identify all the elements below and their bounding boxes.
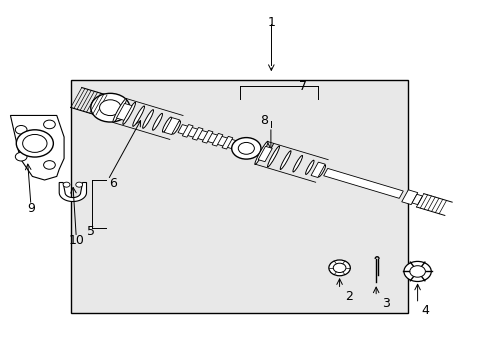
Ellipse shape <box>305 160 313 175</box>
Circle shape <box>231 138 261 159</box>
Circle shape <box>16 130 53 157</box>
Polygon shape <box>222 136 232 149</box>
Circle shape <box>332 263 345 273</box>
Polygon shape <box>401 190 417 204</box>
Ellipse shape <box>162 117 171 132</box>
Circle shape <box>409 266 425 277</box>
Polygon shape <box>59 183 86 202</box>
Polygon shape <box>323 168 403 198</box>
Circle shape <box>63 182 70 187</box>
Polygon shape <box>164 118 179 135</box>
Ellipse shape <box>318 165 325 177</box>
Circle shape <box>238 143 254 154</box>
Polygon shape <box>178 125 237 149</box>
Ellipse shape <box>132 106 144 126</box>
Text: 6: 6 <box>109 177 117 190</box>
Circle shape <box>91 93 129 122</box>
Ellipse shape <box>142 110 153 128</box>
Ellipse shape <box>254 141 267 165</box>
Circle shape <box>15 152 27 161</box>
Ellipse shape <box>152 113 162 130</box>
Polygon shape <box>258 146 272 162</box>
Circle shape <box>100 100 121 116</box>
Circle shape <box>43 161 55 169</box>
Text: 4: 4 <box>420 305 428 318</box>
Text: 3: 3 <box>381 297 389 310</box>
Polygon shape <box>10 116 64 180</box>
Text: 2: 2 <box>345 290 352 303</box>
Text: 8: 8 <box>260 114 267 127</box>
Text: 5: 5 <box>87 225 95 238</box>
Ellipse shape <box>280 151 290 170</box>
Text: 1: 1 <box>267 16 275 29</box>
Circle shape <box>43 120 55 129</box>
Circle shape <box>403 261 430 282</box>
Bar <box>71 80 407 313</box>
Circle shape <box>15 126 27 134</box>
Polygon shape <box>310 162 325 177</box>
Ellipse shape <box>267 146 279 167</box>
Polygon shape <box>212 134 223 146</box>
Polygon shape <box>411 194 422 204</box>
Circle shape <box>76 182 82 187</box>
Text: 7: 7 <box>298 80 306 93</box>
Circle shape <box>22 134 47 152</box>
Ellipse shape <box>122 102 135 125</box>
Ellipse shape <box>172 121 180 134</box>
Polygon shape <box>192 127 203 140</box>
Polygon shape <box>182 125 193 137</box>
Circle shape <box>328 260 349 276</box>
Polygon shape <box>116 103 132 120</box>
Ellipse shape <box>113 99 126 122</box>
Polygon shape <box>202 130 213 143</box>
Text: 9: 9 <box>27 202 35 215</box>
Text: 10: 10 <box>68 234 84 247</box>
Ellipse shape <box>292 156 302 172</box>
